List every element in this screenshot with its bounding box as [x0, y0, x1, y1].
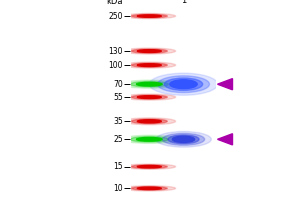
Ellipse shape — [131, 187, 167, 190]
Ellipse shape — [136, 82, 162, 86]
Ellipse shape — [137, 120, 161, 123]
Text: 35: 35 — [113, 117, 123, 126]
Ellipse shape — [168, 135, 199, 144]
Ellipse shape — [123, 48, 176, 54]
Ellipse shape — [130, 81, 169, 87]
Ellipse shape — [123, 62, 176, 68]
Ellipse shape — [137, 50, 161, 52]
Ellipse shape — [137, 15, 161, 17]
Ellipse shape — [170, 80, 197, 89]
Ellipse shape — [131, 119, 167, 124]
Ellipse shape — [123, 94, 176, 100]
Ellipse shape — [137, 64, 161, 66]
Text: 1: 1 — [181, 0, 186, 5]
Text: 55: 55 — [113, 93, 123, 102]
Ellipse shape — [131, 165, 167, 168]
Text: 70: 70 — [113, 80, 123, 89]
Ellipse shape — [149, 73, 218, 95]
Ellipse shape — [131, 95, 167, 99]
Ellipse shape — [131, 63, 167, 67]
Ellipse shape — [130, 137, 169, 142]
Ellipse shape — [136, 137, 162, 141]
Text: 250: 250 — [109, 12, 123, 21]
Ellipse shape — [121, 80, 178, 88]
Polygon shape — [218, 134, 232, 145]
Ellipse shape — [164, 78, 203, 90]
Ellipse shape — [131, 49, 167, 53]
Polygon shape — [218, 79, 232, 90]
Ellipse shape — [123, 13, 176, 19]
Ellipse shape — [162, 133, 205, 145]
Ellipse shape — [121, 135, 178, 143]
Ellipse shape — [156, 131, 211, 147]
Ellipse shape — [131, 14, 167, 18]
Ellipse shape — [172, 136, 195, 142]
Text: 130: 130 — [109, 47, 123, 56]
Ellipse shape — [158, 76, 209, 93]
Text: 100: 100 — [109, 61, 123, 70]
Ellipse shape — [137, 96, 161, 98]
Text: kDa: kDa — [106, 0, 123, 6]
Ellipse shape — [123, 118, 176, 125]
Text: 10: 10 — [113, 184, 123, 193]
Ellipse shape — [137, 187, 161, 190]
Ellipse shape — [137, 165, 161, 168]
Text: 25: 25 — [113, 135, 123, 144]
Ellipse shape — [123, 164, 176, 169]
Text: 15: 15 — [113, 162, 123, 171]
Ellipse shape — [123, 186, 176, 191]
